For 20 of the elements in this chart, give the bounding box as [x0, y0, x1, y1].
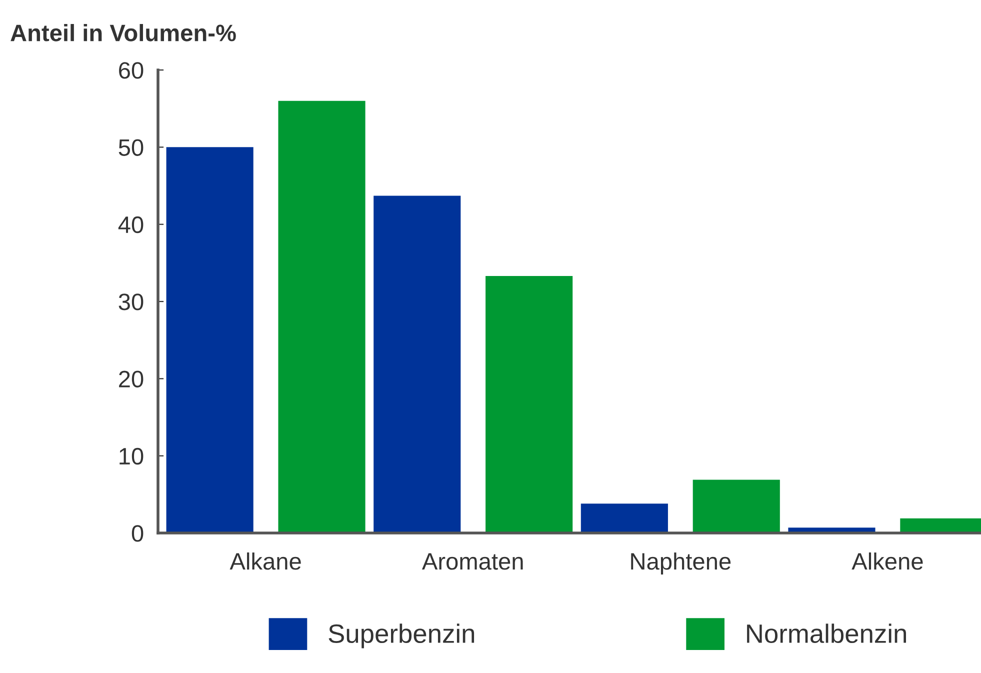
x-tick-label: Naphtene — [631, 552, 731, 574]
bar — [374, 196, 461, 533]
bar — [486, 276, 573, 533]
bar — [692, 480, 780, 533]
bar — [166, 147, 254, 533]
y-tick-label: 40 — [118, 216, 144, 234]
y-axis-title: Anteil in Volumen-% — [10, 24, 236, 42]
x-tick-label: Aromaten — [422, 553, 523, 570]
x-tick-label: Alkene — [852, 552, 923, 570]
legend-label: Normalbenzin — [747, 624, 906, 644]
y-tick-label: 0 — [132, 525, 144, 542]
y-tick-label: 20 — [119, 370, 144, 388]
bar — [580, 504, 668, 533]
bar — [278, 100, 366, 533]
y-tick-label: 30 — [118, 294, 144, 310]
x-tick-label: Alkane — [230, 552, 301, 570]
y-tick-label: 50 — [118, 139, 144, 156]
y-tick-label: 10 — [120, 448, 144, 465]
legend-label: Superbenzin — [328, 624, 474, 648]
y-tick-label: 60 — [119, 62, 144, 79]
